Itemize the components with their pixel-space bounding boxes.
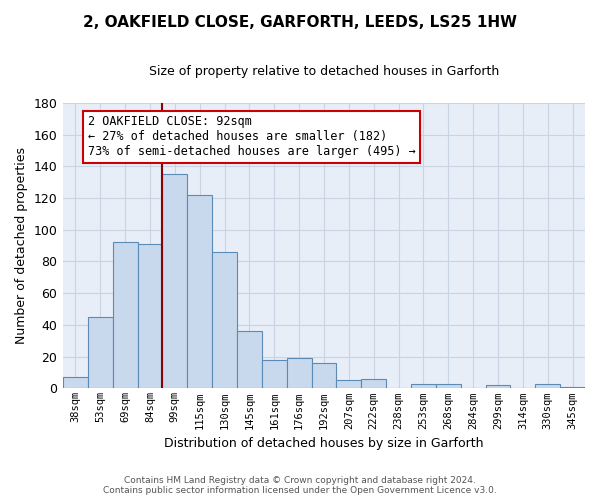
Bar: [237, 332, 262, 388]
Bar: [337, 380, 361, 388]
Bar: [287, 358, 311, 388]
Bar: [560, 387, 585, 388]
Bar: [485, 385, 511, 388]
Bar: [411, 384, 436, 388]
Bar: [63, 378, 88, 388]
Bar: [88, 317, 113, 388]
Bar: [535, 384, 560, 388]
Bar: [262, 360, 287, 388]
Bar: [113, 242, 137, 388]
Bar: [187, 195, 212, 388]
Bar: [212, 252, 237, 388]
Y-axis label: Number of detached properties: Number of detached properties: [15, 147, 28, 344]
Bar: [436, 384, 461, 388]
Bar: [311, 363, 337, 388]
Bar: [137, 244, 163, 388]
Text: Contains HM Land Registry data © Crown copyright and database right 2024.
Contai: Contains HM Land Registry data © Crown c…: [103, 476, 497, 495]
X-axis label: Distribution of detached houses by size in Garforth: Distribution of detached houses by size …: [164, 437, 484, 450]
Text: 2 OAKFIELD CLOSE: 92sqm
← 27% of detached houses are smaller (182)
73% of semi-d: 2 OAKFIELD CLOSE: 92sqm ← 27% of detache…: [88, 116, 416, 158]
Text: 2, OAKFIELD CLOSE, GARFORTH, LEEDS, LS25 1HW: 2, OAKFIELD CLOSE, GARFORTH, LEEDS, LS25…: [83, 15, 517, 30]
Title: Size of property relative to detached houses in Garforth: Size of property relative to detached ho…: [149, 65, 499, 78]
Bar: [361, 379, 386, 388]
Bar: [163, 174, 187, 388]
